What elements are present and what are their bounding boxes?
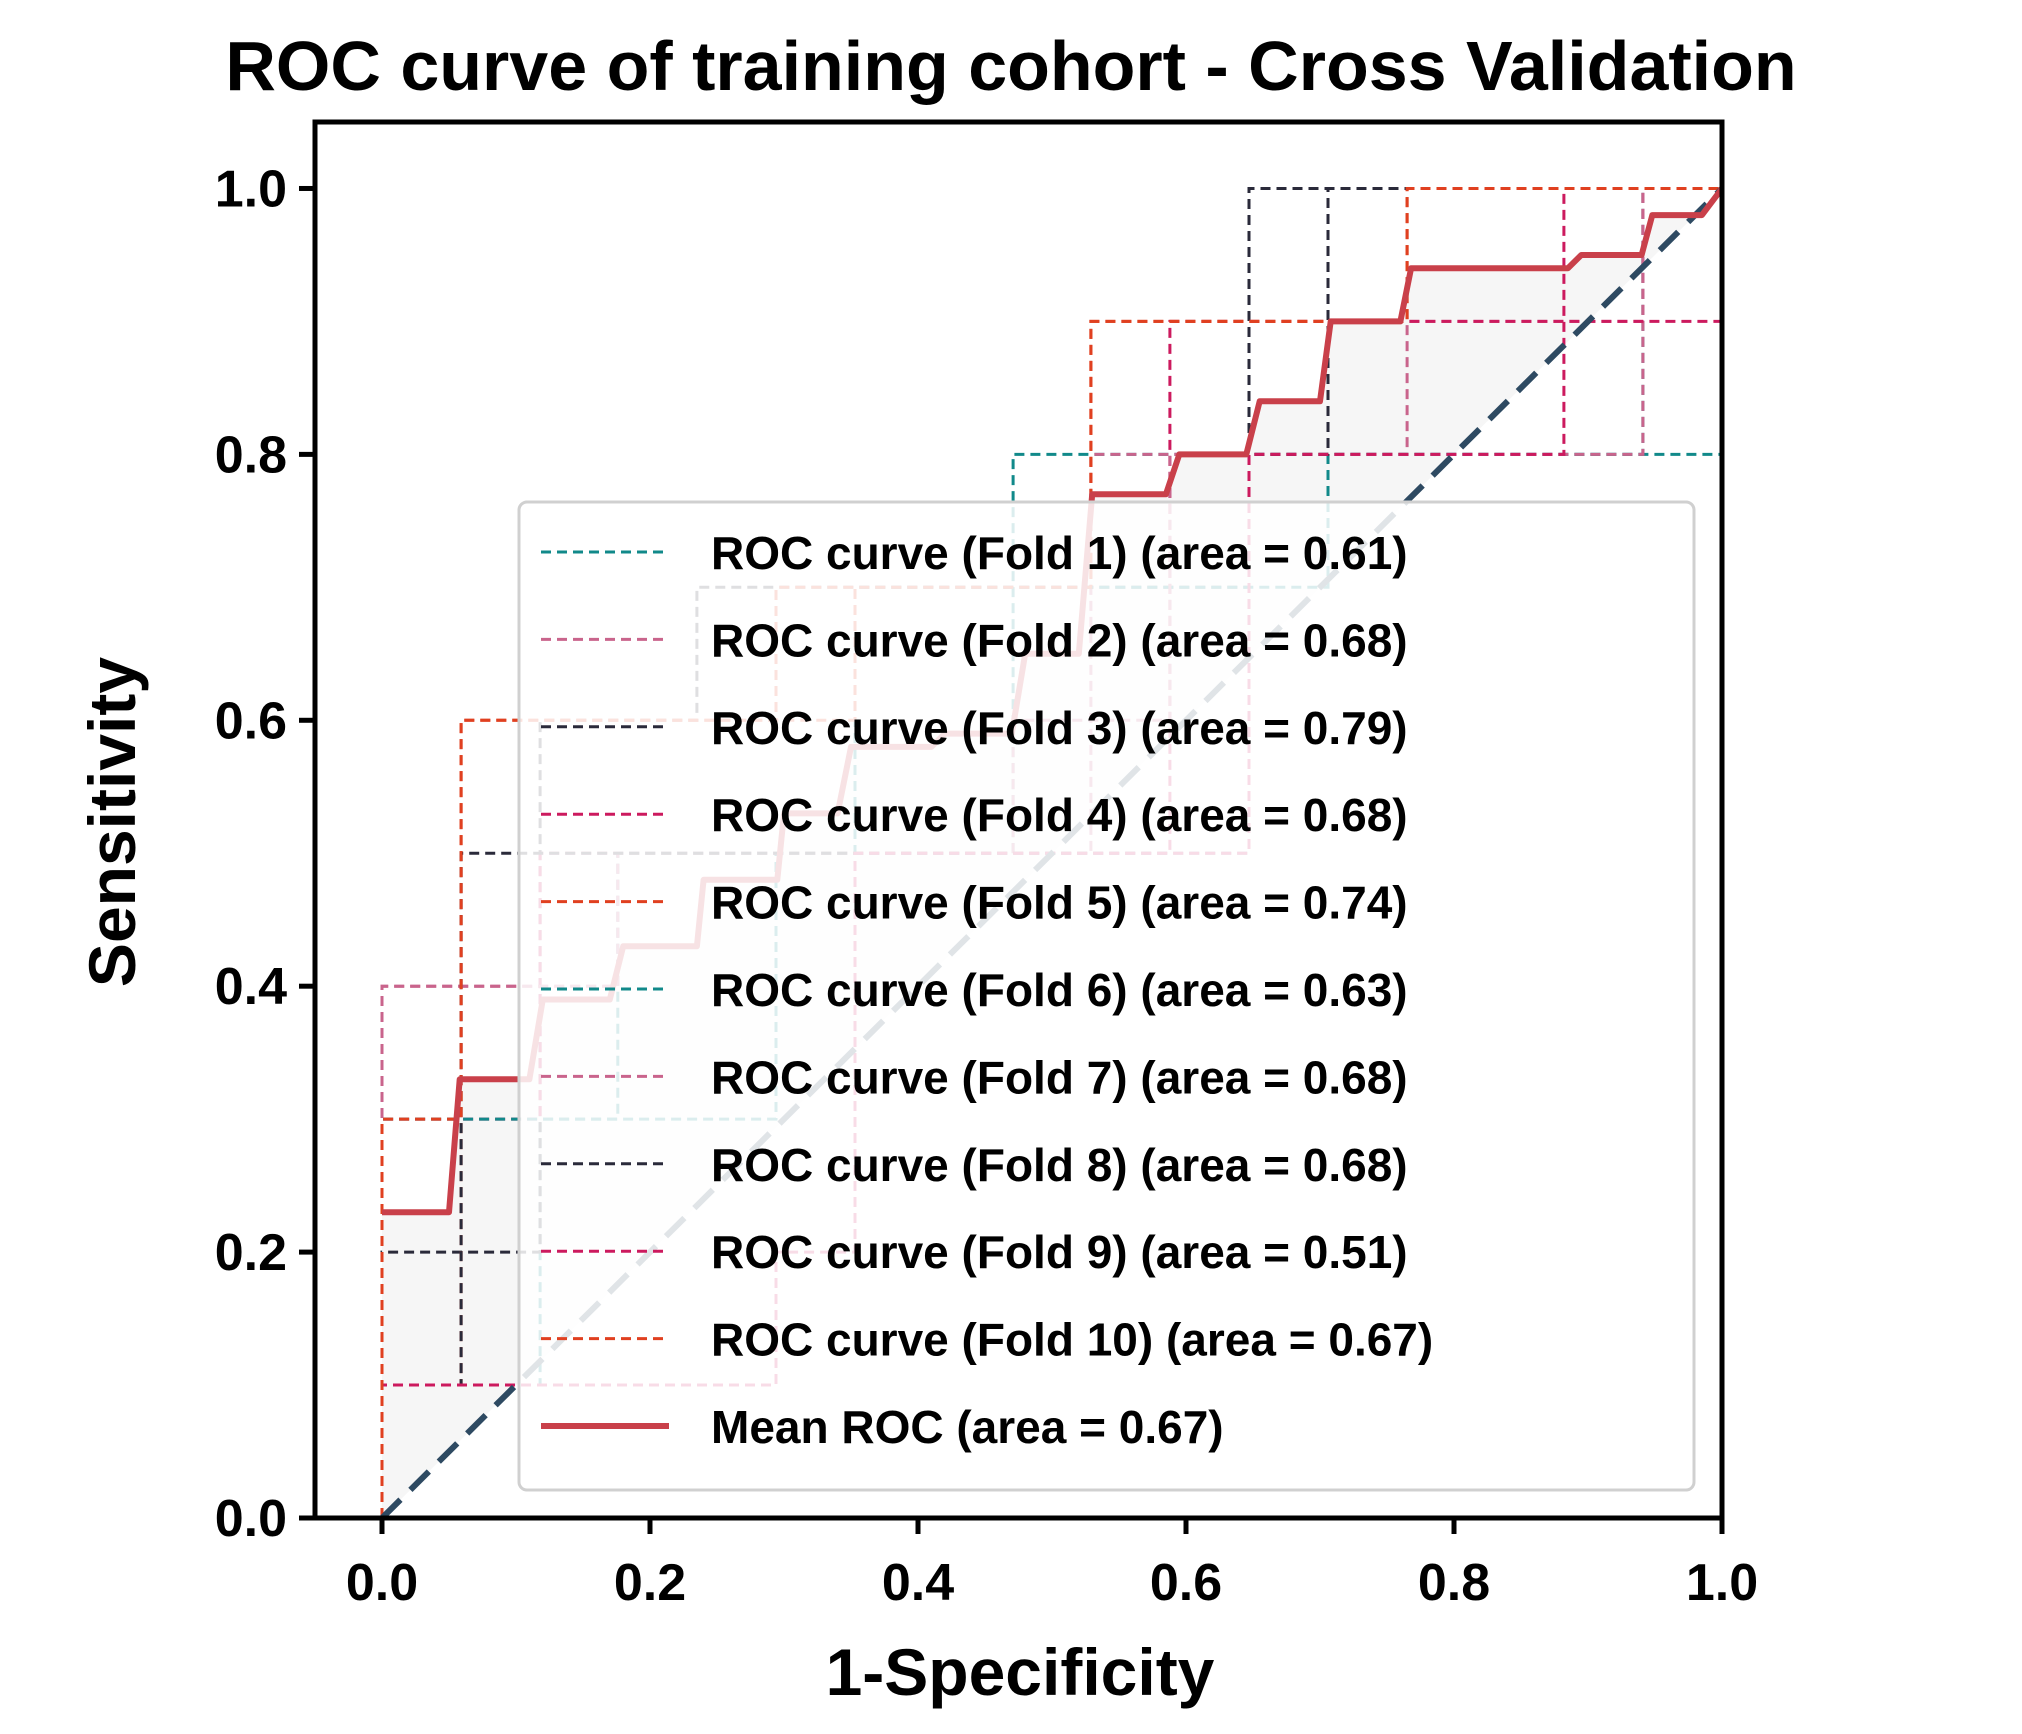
legend-label: ROC curve (Fold 8) (area = 0.68) (711, 1139, 1408, 1191)
legend-box (517, 500, 1696, 1492)
roc-fold-10-line (380, 187, 1722, 1518)
legend-label: ROC curve (Fold 7) (area = 0.68) (711, 1051, 1408, 1103)
y-axis-label: Sensitivity (75, 657, 149, 987)
x-tick-label: 0.4 (882, 1554, 954, 1612)
y-tick-label: 0.8 (215, 426, 287, 484)
legend-label: ROC curve (Fold 2) (area = 0.68) (711, 614, 1408, 666)
x-tick-label: 0.0 (346, 1554, 418, 1612)
y-tick-label: 0.0 (215, 1490, 287, 1548)
x-tick-label: 0.8 (1418, 1554, 1490, 1612)
y-tick-label: 0.6 (215, 692, 287, 750)
y-tick-label: 1.0 (215, 160, 287, 218)
legend-label: ROC curve (Fold 9) (area = 0.51) (711, 1226, 1408, 1278)
legend-label: ROC curve (Fold 1) (area = 0.61) (711, 527, 1408, 579)
plot-frame (312, 119, 1725, 1521)
legend-label: ROC curve (Fold 3) (area = 0.79) (711, 702, 1408, 754)
x-tick-label: 0.6 (1150, 1554, 1222, 1612)
y-tick-label: 0.2 (215, 1224, 287, 1282)
x-axis-label: 1-Specificity (826, 1635, 1215, 1709)
x-tick-label: 0.2 (614, 1554, 686, 1612)
plot-area: 0.0 0.2 0.4 0.6 0.8 1.0 0.0 0.2 0.4 0.6 0.8 1.0 ROC … (215, 119, 1758, 1612)
legend-label: Mean ROC (area = 0.67) (711, 1401, 1224, 1453)
legend-label: ROC curve (Fold 6) (area = 0.63) (711, 964, 1408, 1016)
x-tick-label: 1.0 (1686, 1554, 1758, 1612)
legend-label: ROC curve (Fold 4) (area = 0.68) (711, 789, 1408, 841)
legend-label: ROC curve (Fold 10) (area = 0.67) (711, 1314, 1433, 1366)
y-tick-label: 0.4 (215, 958, 287, 1016)
chart-title: ROC curve of training cohort - Cross Val… (225, 27, 1796, 105)
legend-label: ROC curve (Fold 5) (area = 0.74) (711, 877, 1408, 929)
